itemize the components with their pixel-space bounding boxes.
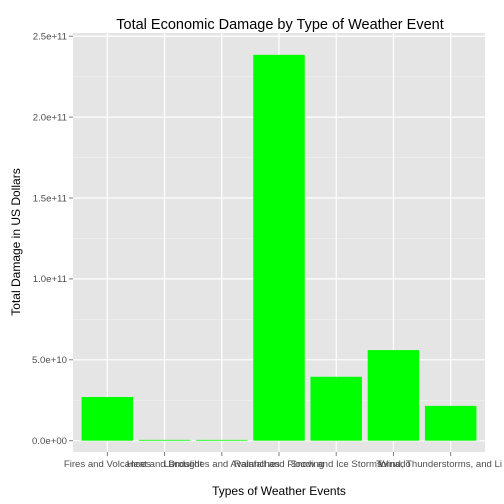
- y-axis-title: Total Damage in US Dollars: [9, 168, 23, 315]
- x-tick-label: Fires and Volcanoes: [64, 459, 151, 470]
- bar: [253, 54, 305, 441]
- x-tick-label: Tornado: [376, 459, 411, 470]
- chart-title: Total Economic Damage by Type of Weather…: [116, 17, 444, 33]
- x-tick-label: Snow and Ice Storms: [291, 459, 382, 470]
- bar: [310, 376, 362, 441]
- x-tick-label: Heat and Drought: [127, 459, 203, 470]
- y-axis-ticks: 0.0e+00 5.0e+10 1.0e+11 1.5e+11 2.0e+11 2.5e+…: [32, 32, 73, 447]
- x-axis-title: Types of Weather Events: [212, 484, 346, 498]
- y-tick-label: 5.0e+10: [32, 355, 67, 366]
- y-tick-label: 1.5e+11: [33, 193, 67, 204]
- bar: [424, 405, 477, 441]
- bar: [196, 439, 248, 441]
- y-tick-label: 2.0e+11: [33, 112, 67, 123]
- x-tick-label: Wind, Thunderstorms, and Li: [379, 459, 502, 470]
- x-tick-label: Landslides and Avalanches: [164, 459, 280, 470]
- y-tick-label: 2.5e+11: [33, 32, 67, 43]
- bar: [81, 396, 134, 441]
- y-tick-label: 1.0e+11: [33, 274, 67, 285]
- y-tick-label: 0.0e+00: [32, 436, 67, 447]
- bar: [138, 439, 191, 441]
- bar: [367, 350, 420, 441]
- x-tick-label: Rainfall and Flooding: [234, 459, 324, 470]
- bars: [81, 54, 477, 441]
